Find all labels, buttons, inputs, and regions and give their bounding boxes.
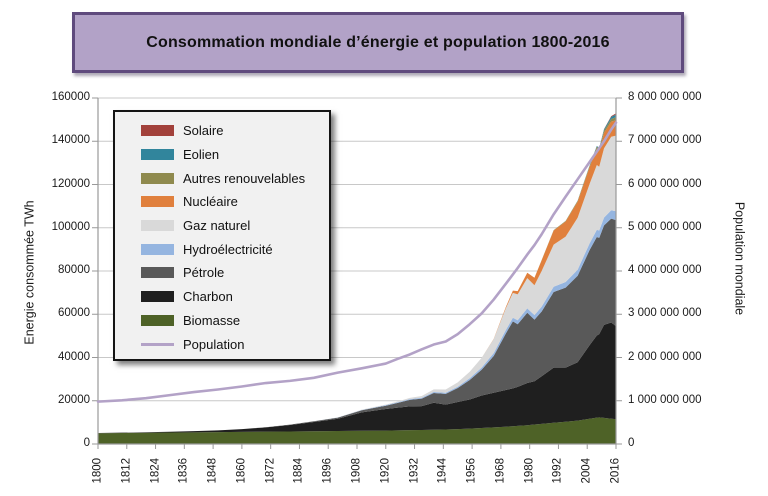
legend-label: Solaire	[183, 123, 224, 139]
y-axis-left-tick-label: 160000	[51, 91, 90, 103]
y-axis-left-tick-label: 80000	[58, 264, 90, 276]
y-axis-left-tick-label: 100000	[51, 220, 90, 233]
y-axis-right-tick-label: 4 000 000 000	[628, 264, 702, 276]
x-axis-tick-label: 1908	[350, 457, 363, 484]
x-axis-tick-label: 1944	[436, 457, 449, 484]
x-axis-tick-label: 1836	[177, 457, 190, 484]
legend-color-swatch	[141, 125, 174, 137]
y-axis-right-tick-label: 8 000 000 000	[628, 91, 702, 103]
legend-label: Charbon	[183, 289, 233, 305]
y-axis-left-title: Energie consommée TWh	[22, 200, 37, 345]
x-axis-tick-label: 1800	[91, 457, 104, 484]
x-axis-tick-label: 2004	[580, 457, 593, 484]
x-axis-tick-label: 1920	[379, 457, 392, 484]
legend-item: Autres renouvelables	[115, 166, 329, 190]
legend-item: Hydroélectricité	[115, 237, 329, 261]
y-axis-right-title: Population mondiale	[732, 201, 747, 316]
legend-label: Hydroélectricité	[183, 241, 273, 257]
y-axis-left-tick-label: 20000	[58, 393, 90, 406]
x-axis-tick-label: 1812	[120, 457, 133, 484]
x-axis-tick-label: 1932	[408, 457, 421, 484]
y-axis-right-tick-label: 1 000 000 000	[628, 393, 702, 406]
legend-item: Gaz naturel	[115, 214, 329, 238]
legend-item: Biomasse	[115, 309, 329, 333]
x-axis-tick-label: 1884	[292, 457, 305, 484]
legend-color-swatch	[141, 149, 174, 161]
legend-item: Nucléaire	[115, 190, 329, 214]
legend-color-swatch	[141, 196, 174, 208]
x-axis-tick-label: 1968	[494, 457, 507, 484]
legend-color-swatch	[141, 291, 174, 303]
y-axis-right-tick-label: 2 000 000 000	[628, 350, 702, 363]
legend-color-swatch	[141, 220, 174, 232]
legend-item: Population	[115, 332, 329, 356]
legend-label: Population	[183, 336, 245, 352]
legend-item: Pétrole	[115, 261, 329, 285]
x-axis-tick-label: 1980	[523, 457, 536, 484]
legend-color-swatch	[141, 314, 174, 326]
y-axis-right-tick-label: 7 000 000 000	[628, 134, 702, 147]
legend-item: Charbon	[115, 285, 329, 309]
legend-color-swatch	[141, 172, 174, 184]
legend-item: Solaire	[115, 119, 329, 143]
chart-title-box: Consommation mondiale d’énergie et popul…	[72, 12, 684, 73]
chart-legend: Solaire Eolien Autres renouvelables Nucléai…	[113, 110, 331, 361]
population-line	[96, 121, 618, 403]
legend-label: Nucléaire	[183, 194, 238, 210]
legend-label: Eolien	[183, 147, 220, 163]
legend-line-swatch	[141, 342, 174, 346]
x-axis-tick-label: 1896	[321, 457, 334, 484]
legend-label: Autres renouvelables	[183, 170, 306, 186]
legend-label: Pétrole	[183, 265, 225, 281]
y-axis-left-tick-label: 0	[83, 437, 90, 449]
x-axis-tick-label: 1848	[206, 457, 219, 484]
legend-color-swatch	[141, 243, 174, 255]
area-series	[98, 322, 616, 434]
x-axis-tick-label: 1992	[551, 457, 564, 484]
y-axis-left-tick-label: 140000	[51, 134, 90, 147]
y-axis-right-tick-label: 5 000 000 000	[628, 220, 702, 233]
chart-title: Consommation mondiale d’énergie et popul…	[146, 33, 610, 51]
area-series	[98, 135, 616, 433]
x-axis-tick-label: 1956	[465, 457, 478, 484]
area-series	[98, 417, 616, 444]
legend-label: Biomasse	[183, 312, 241, 328]
legend-item: Eolien	[115, 143, 329, 167]
y-axis-right-tick-label: 0	[628, 437, 635, 449]
y-axis-right-tick-label: 6 000 000 000	[628, 177, 702, 190]
x-axis-tick-label: 1824	[149, 457, 162, 484]
y-axis-right-tick-label: 3 000 000 000	[628, 307, 702, 320]
legend-color-swatch	[141, 267, 174, 279]
area-series	[98, 218, 616, 433]
y-axis-left-tick-label: 40000	[58, 350, 90, 363]
legend-label: Gaz naturel	[183, 218, 251, 234]
x-axis-tick-label: 1872	[264, 457, 277, 484]
x-axis-tick-label: 1860	[235, 457, 248, 484]
y-axis-left-tick-label: 120000	[51, 177, 90, 190]
x-axis-tick-label: 2016	[609, 457, 622, 484]
area-series	[98, 210, 616, 433]
y-axis-left-tick-label: 60000	[58, 307, 90, 320]
